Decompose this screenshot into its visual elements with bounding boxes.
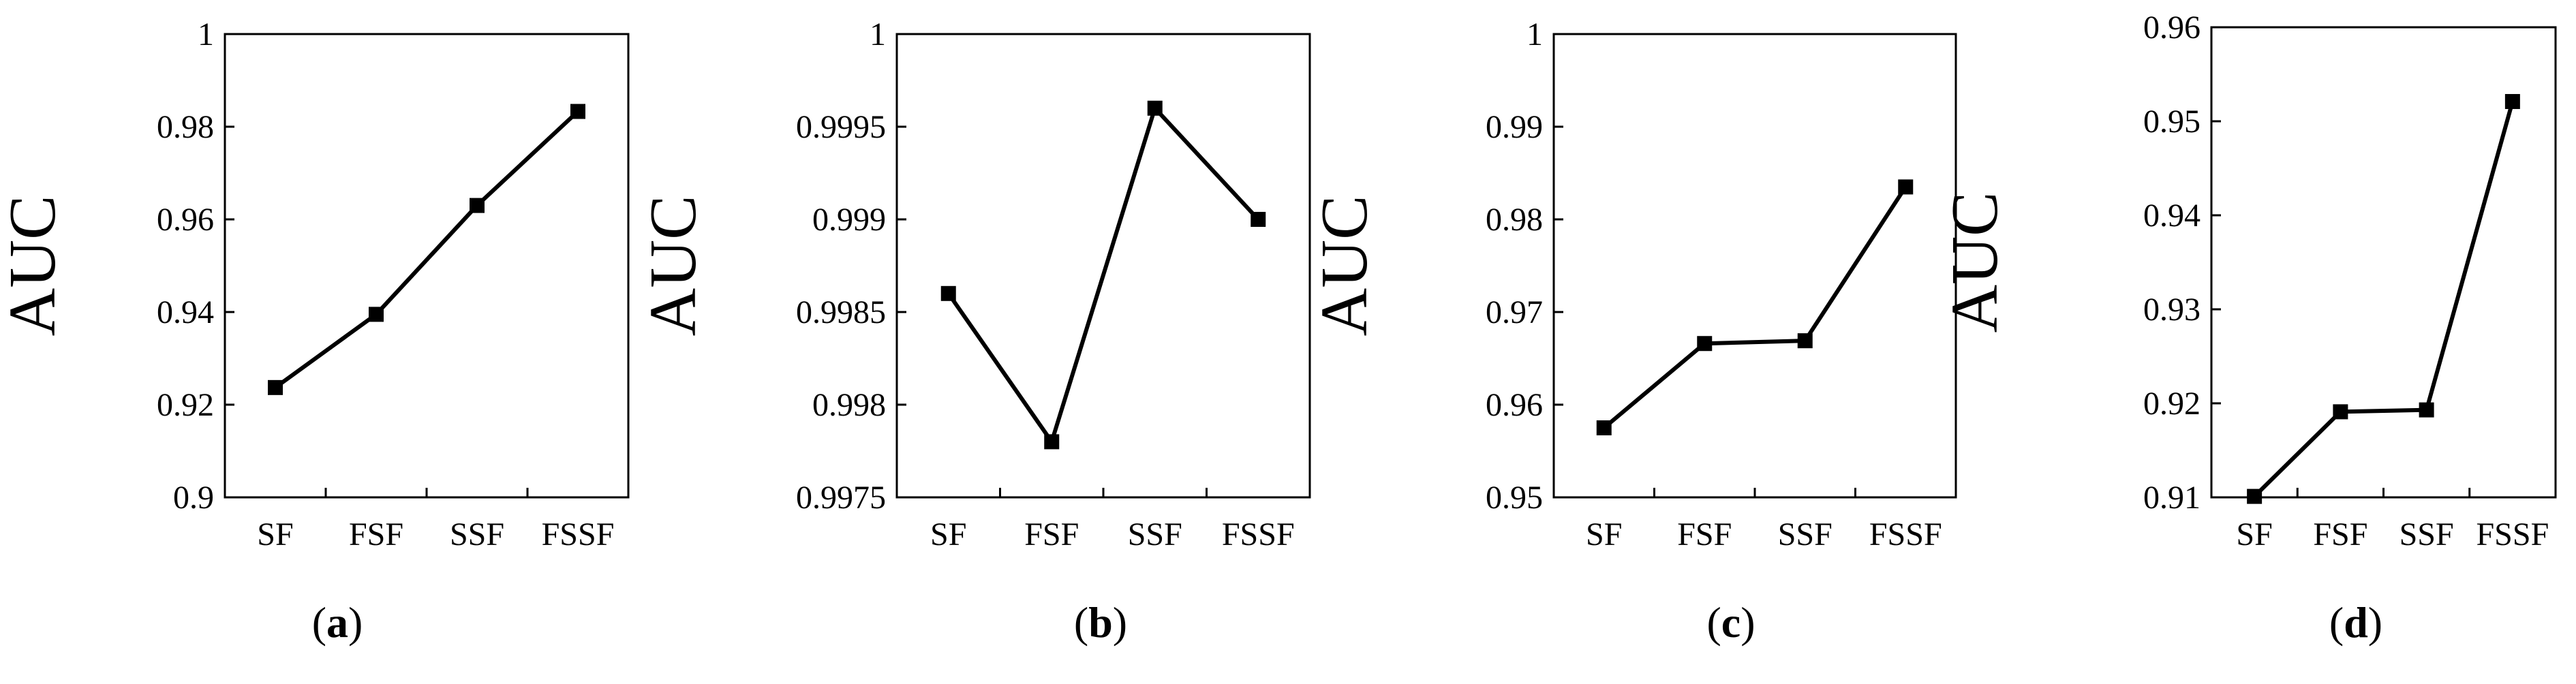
data-point-marker bbox=[268, 379, 283, 395]
y-tick-label: 1 bbox=[1527, 16, 1543, 52]
y-tick-label: 0.96 bbox=[1486, 387, 1543, 423]
x-category-label: FSSF bbox=[2476, 516, 2549, 553]
x-category-label: FSF bbox=[1677, 516, 1732, 553]
y-tick-label: 1 bbox=[870, 16, 886, 52]
x-category-label: FSF bbox=[1024, 516, 1079, 553]
panel-label: (a) bbox=[312, 598, 363, 647]
data-point-marker bbox=[2419, 402, 2434, 418]
x-category-label: FSSF bbox=[542, 516, 615, 553]
x-category-label: FSSF bbox=[1869, 516, 1942, 553]
y-tick-label: 0.91 bbox=[2143, 480, 2201, 516]
data-point-marker bbox=[1797, 333, 1813, 349]
y-tick-label: 0.9 bbox=[173, 480, 214, 516]
data-point-marker bbox=[369, 307, 384, 322]
data-point-marker bbox=[940, 285, 956, 301]
data-point-marker bbox=[1251, 212, 1266, 227]
y-tick-label: 0.96 bbox=[157, 202, 214, 238]
y-tick-label: 0.94 bbox=[157, 294, 214, 330]
panel-label: (d) bbox=[2329, 598, 2382, 647]
y-tick-label: 0.99 bbox=[1486, 109, 1543, 145]
chart-panel-c: 0.95 0.96 0.97 0.98 0.99 1 SF FSF SSF FSSF AUC (c) bbox=[1308, 16, 1957, 647]
y-tick-label: 1 bbox=[198, 16, 214, 52]
x-category-label: SF bbox=[1586, 516, 1622, 553]
chart-panel-b: 0.9975 0.998 0.9985 0.999 0.9995 1 SF FSF SSF FSS… bbox=[637, 16, 1311, 647]
y-tick-label: 0.998 bbox=[812, 387, 886, 423]
y-tick-label: 0.98 bbox=[157, 109, 214, 145]
plot-frame bbox=[1552, 33, 1957, 499]
x-category-label: FSF bbox=[349, 516, 403, 553]
y-tick-label: 0.98 bbox=[1486, 202, 1543, 238]
data-point-marker bbox=[1044, 434, 1060, 450]
data-point-marker bbox=[2333, 404, 2348, 420]
y-tick-label: 0.94 bbox=[2143, 198, 2201, 234]
data-point-marker bbox=[1596, 420, 1612, 435]
y-tick-label: 0.97 bbox=[1486, 294, 1543, 330]
series-line bbox=[1602, 185, 1907, 430]
x-category-label: SF bbox=[2236, 516, 2272, 553]
panel-label: (c) bbox=[1706, 598, 1755, 647]
y-tick-label: 0.93 bbox=[2143, 292, 2201, 328]
y-tick-label: 0.92 bbox=[2143, 386, 2201, 422]
y-tick-label: 0.95 bbox=[2143, 104, 2201, 140]
chart-panel-d: 0.91 0.92 0.93 0.94 0.95 0.96 SF FSF SSF FSSF AUC (… bbox=[1938, 10, 2557, 647]
y-axis-label: AUC bbox=[0, 196, 70, 337]
data-point-marker bbox=[2504, 94, 2520, 110]
y-tick-label: 0.999 bbox=[812, 202, 886, 238]
y-tick-label: 0.9995 bbox=[796, 109, 886, 145]
y-axis-label: AUC bbox=[1938, 192, 2012, 333]
x-category-label: SSF bbox=[1778, 516, 1833, 553]
x-category-label: FSSF bbox=[1222, 516, 1295, 553]
data-point-marker bbox=[1697, 336, 1713, 352]
x-category-label: SSF bbox=[1128, 516, 1182, 553]
series-line bbox=[274, 110, 580, 390]
plot-frame bbox=[2210, 26, 2557, 499]
y-axis-label: AUC bbox=[637, 196, 710, 337]
y-tick-label: 0.95 bbox=[1486, 480, 1543, 516]
data-point-marker bbox=[570, 104, 585, 119]
data-point-marker bbox=[470, 198, 485, 213]
x-category-label: SF bbox=[930, 516, 966, 553]
series-line bbox=[947, 106, 1260, 444]
x-category-label: FSF bbox=[2313, 516, 2367, 553]
y-tick-label: 0.9975 bbox=[796, 480, 886, 516]
plot-frame bbox=[895, 33, 1311, 499]
series-line bbox=[2253, 101, 2515, 498]
y-tick-label: 0.96 bbox=[2143, 10, 2201, 46]
panel-label: (b) bbox=[1074, 598, 1127, 647]
x-category-label: SSF bbox=[2399, 516, 2454, 553]
x-category-label: SSF bbox=[450, 516, 504, 553]
y-tick-label: 0.92 bbox=[157, 387, 214, 423]
plot-frame bbox=[224, 33, 630, 499]
data-point-marker bbox=[1147, 100, 1163, 116]
y-tick-label: 0.9985 bbox=[796, 294, 886, 330]
chart-panel-a: 0.9 0.92 0.94 0.96 0.98 1 SF FSF SSF FSSF AUC (a) bbox=[0, 16, 630, 647]
data-point-marker bbox=[2247, 488, 2263, 504]
data-point-marker bbox=[1898, 179, 1914, 195]
x-category-label: SF bbox=[257, 516, 293, 553]
y-axis-label: AUC bbox=[1308, 196, 1381, 337]
